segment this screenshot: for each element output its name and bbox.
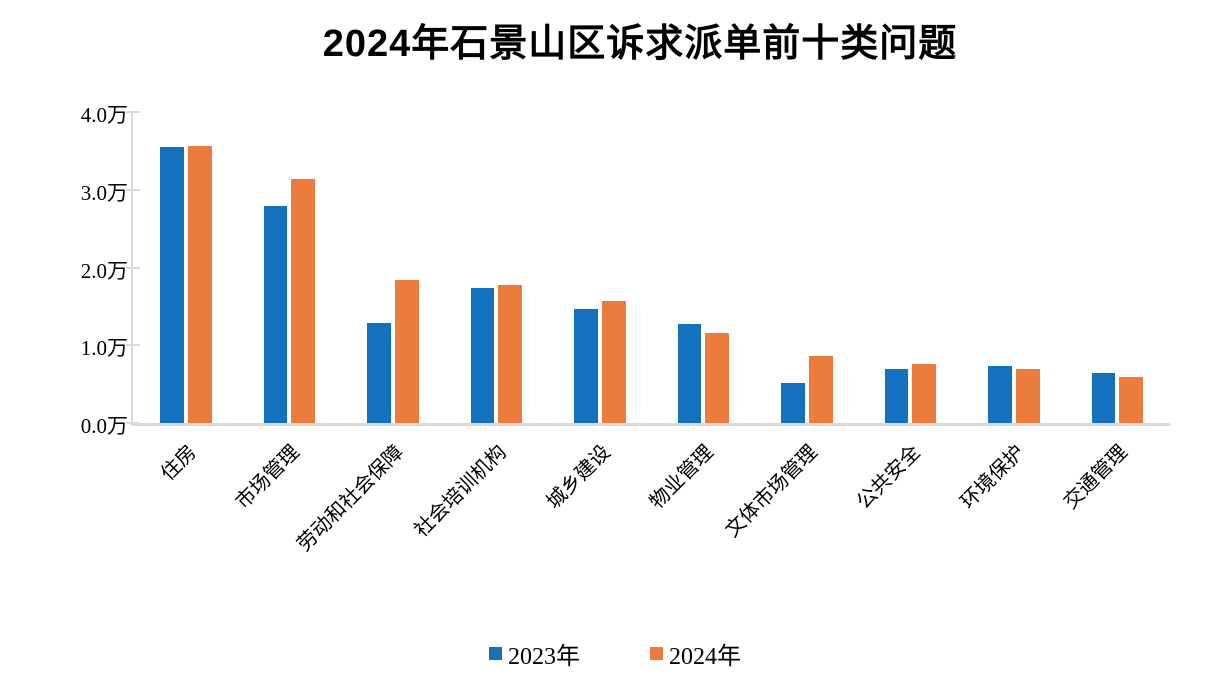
bar-2024年-住房: [187, 145, 212, 423]
legend-item-2023: 2023年: [489, 636, 580, 671]
y-axis-line: [131, 112, 133, 426]
x-axis-line: [131, 423, 1170, 426]
bar-2023年-社会培训机构: [470, 287, 494, 423]
bar-2024年-市场管理: [291, 179, 315, 423]
x-category-label: 物业管理: [645, 441, 718, 514]
legend: 2023年 2024年: [0, 636, 1230, 671]
bar-2024年-物业管理: [705, 332, 729, 423]
x-category-label: 交通管理: [1059, 441, 1132, 514]
legend-swatch-2024: [650, 647, 663, 660]
bar-2023年-环境保护: [988, 366, 1012, 423]
y-tick-mark: [126, 344, 140, 347]
chart-title: 2024年石景山区诉求派单前十类问题: [322, 23, 958, 65]
bar-2023年-文体市场管理: [781, 382, 805, 423]
y-tick-mark: [126, 111, 140, 114]
bar-2023年-城乡建设: [574, 308, 598, 423]
x-category-label: 市场管理: [231, 441, 304, 514]
legend-label-2023: 2023年: [508, 644, 580, 670]
x-category-label: 社会培训机构: [410, 441, 511, 542]
y-tick-mark: [126, 422, 140, 424]
y-tick-label: 0.0万: [80, 414, 128, 438]
bar-2023年-市场管理: [263, 206, 287, 423]
y-tick-mark: [126, 188, 140, 191]
bar-2023年-公共安全: [884, 369, 908, 423]
y-tick-mark: [126, 266, 140, 269]
x-category-label: 公共安全: [852, 441, 925, 514]
bar-2024年-社会培训机构: [498, 285, 522, 423]
bar-2023年-交通管理: [1091, 373, 1115, 423]
y-tick-label: 2.0万: [80, 258, 128, 283]
bar-2023年-劳动和社会保障: [367, 322, 391, 423]
bar-2023年-住房: [160, 147, 184, 423]
bar-2024年-交通管理: [1119, 377, 1143, 423]
x-category-label: 住房: [156, 441, 201, 486]
x-category-label: 劳动和社会保障: [292, 441, 408, 556]
legend-swatch-2023: [489, 647, 502, 660]
y-tick-label: 4.0万: [80, 103, 128, 128]
x-category-label: 城乡建设: [542, 441, 615, 514]
bar-2024年-环境保护: [1015, 368, 1040, 423]
y-tick-label: 1.0万: [80, 336, 128, 361]
bar-2023年-物业管理: [677, 324, 701, 423]
x-category-label: 环境保护: [956, 441, 1029, 514]
bar-2024年-城乡建设: [601, 301, 626, 423]
legend-item-2024: 2024年: [650, 636, 741, 671]
bar-2024年-公共安全: [912, 363, 936, 423]
legend-label-2024: 2024年: [669, 644, 741, 670]
bar-2024年-劳动和社会保障: [394, 280, 419, 423]
y-tick-label: 3.0万: [80, 180, 128, 205]
x-category-label: 文体市场管理: [720, 441, 822, 542]
bar-2024年-文体市场管理: [808, 356, 833, 423]
